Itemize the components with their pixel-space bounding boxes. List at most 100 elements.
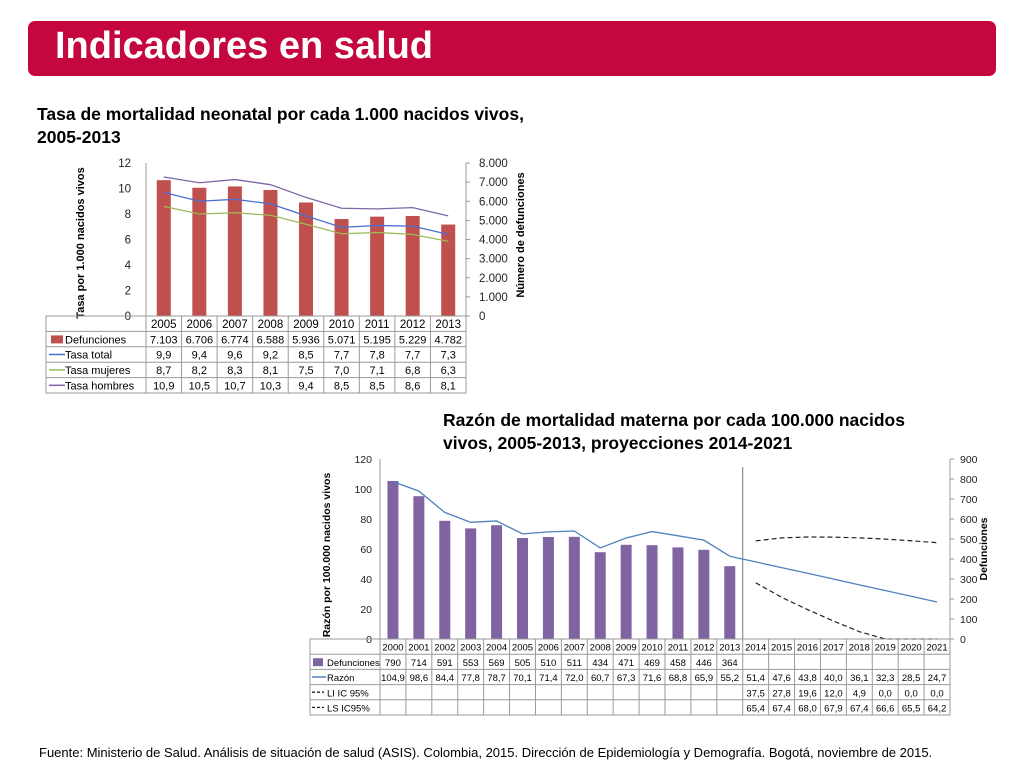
data-label: 98,6 [410, 673, 429, 684]
y-axis-label: Razón por 100.000 nacidos vivos [321, 473, 333, 638]
title-banner: Indicadores en salud [28, 21, 996, 76]
data-label: 9,4 [192, 350, 207, 362]
data-label: 65,9 [695, 673, 714, 684]
data-label: 0,0 [879, 688, 892, 699]
data-label: 77,8 [461, 673, 480, 684]
data-label: 8,5 [334, 381, 349, 393]
x-category-2017: 2017 [823, 643, 844, 654]
data-label: 7.103 [150, 334, 178, 346]
x-category-2012: 2012 [400, 319, 426, 331]
y-tick-label: 0 [366, 634, 372, 646]
x-category-2006: 2006 [187, 319, 213, 331]
data-label: 511 [567, 658, 582, 669]
data-label: 40,0 [824, 673, 843, 684]
y-tick-label: 4 [125, 260, 132, 272]
data-label: 28,5 [902, 673, 921, 684]
data-label: 70,1 [513, 673, 532, 684]
bar-defunciones-2008 [594, 552, 606, 639]
x-category-2020: 2020 [901, 643, 922, 654]
y2-tick-label: 600 [960, 514, 978, 526]
legend-label-ls-ic95: LS IC95% [327, 704, 370, 715]
data-label: 7,7 [405, 350, 420, 362]
data-label: 60,7 [591, 673, 610, 684]
x-category-2001: 2001 [408, 643, 429, 654]
data-label: 47,6 [772, 673, 791, 684]
bar-defunciones-2009 [620, 544, 632, 639]
bar-defunciones-2002 [439, 520, 451, 639]
data-label: 6.588 [257, 334, 285, 346]
bar-defunciones-2009 [299, 202, 313, 316]
data-label: 24,7 [928, 673, 947, 684]
y-axis-label: Tasa por 1.000 nacidos vivos [75, 167, 87, 318]
y2-axis-label: Defunciones [978, 517, 990, 580]
x-category-2009: 2009 [616, 643, 637, 654]
bar-defunciones-2007 [227, 186, 242, 316]
legend-key-defunciones [313, 658, 323, 667]
y-tick-label: 100 [354, 484, 372, 496]
x-category-2007: 2007 [222, 319, 248, 331]
data-label: 67,4 [850, 704, 869, 715]
bar-defunciones-2011 [672, 547, 684, 639]
x-category-2014: 2014 [745, 643, 766, 654]
data-label: 469 [644, 658, 660, 669]
data-label: 72,0 [565, 673, 584, 684]
data-label: 27,8 [772, 688, 791, 699]
data-label: 19,6 [798, 688, 817, 699]
data-label: 78,7 [487, 673, 506, 684]
x-category-2010: 2010 [641, 643, 662, 654]
bar-defunciones-2005 [517, 538, 528, 639]
y-tick-label: 6 [125, 235, 131, 247]
neonatal-mortality-chart: 0 2 4 6 8 10 12 0 1.000 2.000 3.000 4.000 5.000 6.000… [45, 158, 527, 394]
footer-source: Fuente: Ministerio de Salud. Análisis de… [39, 745, 933, 760]
y2-tick-label: 3.000 [479, 254, 508, 266]
data-label: 6.706 [186, 334, 214, 346]
bar-defunciones-2005 [156, 180, 171, 316]
legend-label-defunciones: Defunciones [327, 658, 380, 669]
data-label: 458 [670, 658, 686, 669]
bar-defunciones-2001 [413, 496, 425, 639]
data-label: 7,3 [441, 350, 456, 362]
y2-tick-label: 8.000 [479, 158, 508, 170]
y2-tick-label: 100 [960, 614, 978, 626]
x-category-2009: 2009 [293, 319, 319, 331]
y-tick-label: 0 [125, 311, 131, 323]
bar-defunciones-2010 [646, 545, 658, 639]
bar-defunciones-2007 [568, 536, 580, 639]
data-label: 6,8 [405, 365, 420, 377]
y2-tick-label: 2.000 [479, 273, 508, 285]
y-tick-label: 40 [360, 574, 372, 586]
data-label: 7,7 [334, 350, 349, 362]
data-label: 68,8 [669, 673, 688, 684]
y-tick-label: 80 [360, 514, 372, 526]
data-label: 8,5 [298, 350, 313, 362]
maternal-chart-title: Razón de mortalidad materna por cada 100… [443, 410, 905, 453]
data-label: 8,3 [227, 365, 242, 377]
data-label: 10,7 [224, 381, 245, 393]
x-category-2008: 2008 [590, 643, 611, 654]
data-label: 51,4 [746, 673, 765, 684]
y2-tick-label: 1.000 [479, 292, 508, 304]
line-razon [392, 481, 731, 557]
data-label: 6.774 [221, 334, 249, 346]
data-label: 7,5 [298, 365, 313, 377]
data-label: 55,2 [721, 673, 740, 684]
data-label: 104,9 [381, 673, 405, 684]
y2-tick-label: 7.000 [479, 177, 508, 189]
data-label: 67,3 [617, 673, 636, 684]
data-label: 8,1 [263, 365, 278, 377]
x-category-2008: 2008 [258, 319, 284, 331]
y-tick-label: 120 [354, 454, 372, 466]
data-label: 8,2 [192, 365, 207, 377]
x-category-2006: 2006 [538, 643, 559, 654]
x-category-2011: 2011 [365, 319, 390, 331]
data-label: 84,4 [436, 673, 455, 684]
data-label: 9,9 [156, 350, 171, 362]
y2-tick-label: 4.000 [479, 235, 508, 247]
data-label: 434 [592, 658, 608, 669]
x-category-2021: 2021 [926, 643, 947, 654]
data-label: 71,4 [539, 673, 558, 684]
bar-defunciones-2012 [405, 215, 420, 316]
data-label: 9,2 [263, 350, 278, 362]
data-label: 7,1 [369, 365, 384, 377]
y2-tick-label: 700 [960, 494, 978, 506]
